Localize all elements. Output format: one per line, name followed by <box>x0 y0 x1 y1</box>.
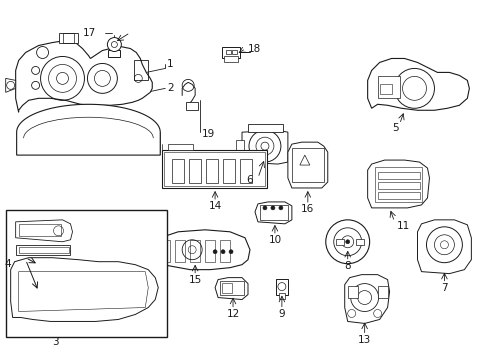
Polygon shape <box>345 275 390 323</box>
Bar <box>63 32 74 42</box>
Bar <box>6 210 167 337</box>
Bar <box>240 159 252 183</box>
Bar <box>134 60 148 80</box>
Bar <box>16 245 71 255</box>
Circle shape <box>279 206 283 210</box>
Text: 10: 10 <box>269 235 281 245</box>
Bar <box>248 124 283 132</box>
Bar <box>226 50 231 54</box>
Text: 2: 2 <box>167 84 174 93</box>
Text: 3: 3 <box>52 337 59 347</box>
Text: 12: 12 <box>226 310 240 319</box>
Bar <box>164 152 265 186</box>
Bar <box>175 240 185 262</box>
Bar <box>292 148 324 182</box>
Bar <box>378 285 388 298</box>
Bar <box>108 50 121 58</box>
Polygon shape <box>16 41 152 112</box>
Circle shape <box>229 250 233 254</box>
Text: 7: 7 <box>441 283 448 293</box>
Bar <box>279 293 285 298</box>
Polygon shape <box>19 272 148 311</box>
Bar <box>336 239 343 245</box>
Bar <box>205 240 215 262</box>
Polygon shape <box>215 278 248 300</box>
Circle shape <box>213 250 217 254</box>
Polygon shape <box>16 220 73 242</box>
Polygon shape <box>6 78 16 92</box>
Text: 11: 11 <box>396 221 410 231</box>
Bar <box>172 159 184 183</box>
Bar <box>380 84 392 94</box>
Bar <box>19 247 69 253</box>
Circle shape <box>221 250 225 254</box>
Polygon shape <box>288 142 328 188</box>
Polygon shape <box>11 258 158 321</box>
Bar <box>260 205 288 220</box>
Bar <box>224 57 238 62</box>
Bar <box>375 167 422 202</box>
Text: 9: 9 <box>279 310 285 319</box>
Circle shape <box>263 206 267 210</box>
Bar <box>356 239 364 245</box>
Text: 13: 13 <box>358 336 371 345</box>
Bar <box>222 46 240 58</box>
Bar <box>378 182 419 189</box>
Bar <box>220 280 244 294</box>
Bar <box>186 102 198 110</box>
Bar <box>160 240 170 262</box>
Circle shape <box>346 240 350 244</box>
Polygon shape <box>17 104 160 155</box>
Bar <box>168 144 193 150</box>
Polygon shape <box>255 202 292 224</box>
Bar <box>276 279 288 294</box>
Text: 19: 19 <box>202 129 216 139</box>
Text: 17: 17 <box>82 28 96 37</box>
Polygon shape <box>368 160 429 208</box>
Text: 1: 1 <box>167 59 174 69</box>
Polygon shape <box>242 130 288 164</box>
Bar <box>232 50 237 54</box>
Polygon shape <box>417 220 471 274</box>
Bar <box>19 224 61 236</box>
Bar <box>223 159 235 183</box>
Text: 14: 14 <box>208 201 221 211</box>
Bar <box>378 172 419 179</box>
Circle shape <box>107 37 122 51</box>
Text: 15: 15 <box>189 275 202 285</box>
Bar <box>162 150 267 188</box>
Text: 4: 4 <box>4 259 11 269</box>
Polygon shape <box>145 230 250 270</box>
Text: 16: 16 <box>301 204 315 214</box>
Text: 8: 8 <box>344 261 351 271</box>
Bar <box>190 240 200 262</box>
Polygon shape <box>368 58 469 110</box>
Bar <box>222 283 232 293</box>
Bar <box>220 240 230 262</box>
Text: 6: 6 <box>246 175 253 185</box>
Polygon shape <box>58 32 78 42</box>
Bar <box>378 76 399 98</box>
Bar <box>378 192 419 199</box>
Text: 18: 18 <box>248 44 261 54</box>
Bar <box>206 159 218 183</box>
Bar <box>236 140 244 152</box>
Circle shape <box>261 142 269 150</box>
Circle shape <box>271 206 275 210</box>
Bar <box>189 159 201 183</box>
Bar <box>348 285 358 298</box>
Polygon shape <box>300 155 310 165</box>
Text: 5: 5 <box>392 123 399 133</box>
